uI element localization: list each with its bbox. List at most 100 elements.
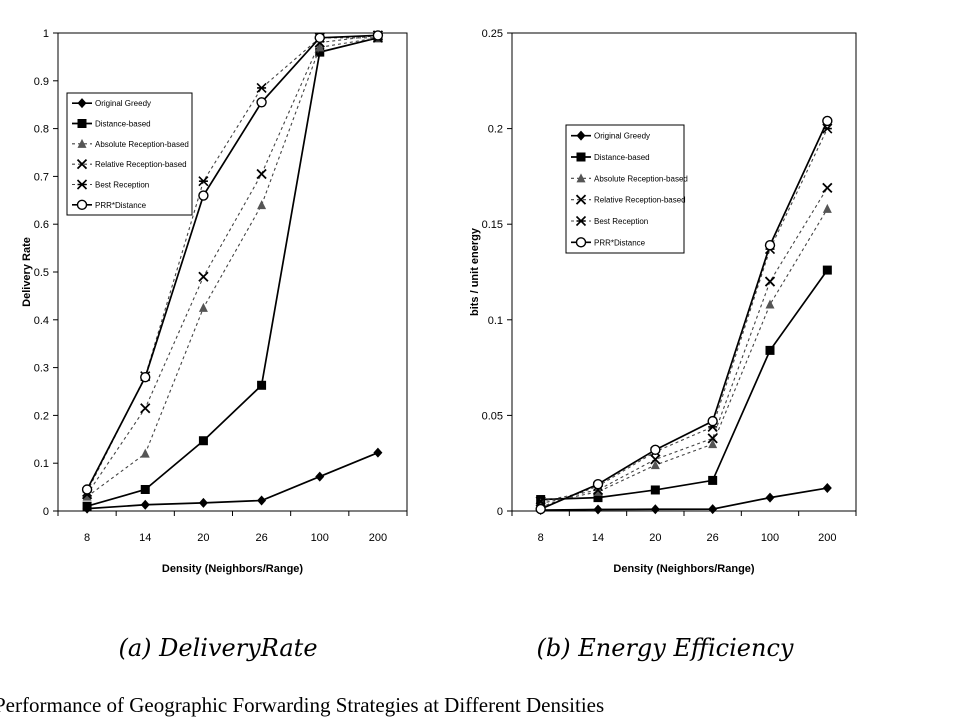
figure-caption: Performance of Geographic Forwarding Str…: [0, 693, 604, 717]
y-tick-label: 0.25: [482, 28, 503, 40]
data-point: [708, 504, 718, 515]
series-prr-distance: [535, 115, 833, 515]
legend-marker: [77, 98, 87, 109]
data-point: [140, 403, 151, 414]
data-point: [765, 492, 775, 503]
series-line: [86, 34, 378, 495]
x-tick-label: 26: [255, 532, 267, 544]
y-tick-label: 0.1: [34, 458, 49, 470]
legend-label: Relative Reception-based: [95, 160, 187, 169]
data-point: [140, 484, 150, 494]
legend-marker: [575, 194, 587, 205]
data-point: [593, 493, 603, 503]
y-tick-label: 0.4: [34, 315, 49, 327]
series-line: [87, 451, 379, 510]
data-point: [708, 439, 718, 449]
data-point: [708, 475, 718, 485]
data-point: [198, 176, 209, 187]
legend: Original Greedy Distance-based Absolute Re…: [66, 92, 193, 216]
data-point: [81, 484, 93, 495]
y-tick-label: 0.9: [34, 76, 49, 88]
x-tick-label: 14: [592, 532, 604, 544]
subcaption-delivery-rate: (a) DeliveryRate: [118, 634, 317, 662]
series-line: [86, 37, 379, 498]
data-point: [822, 115, 833, 127]
series-line: [540, 487, 828, 511]
series-original-greedy: [82, 447, 383, 514]
series-line: [86, 36, 379, 508]
y-tick-label: 0.05: [482, 410, 503, 422]
subcaption-energy-efficiency: (b) Energy Efficiency: [537, 634, 794, 662]
x-tick-label: 20: [197, 532, 209, 544]
x-tick-label: 200: [369, 532, 387, 544]
legend-marker: [77, 119, 87, 128]
x-tick-label: 26: [707, 532, 719, 544]
data-point: [765, 345, 775, 355]
x-tick-label: 100: [311, 532, 329, 544]
data-point: [650, 504, 660, 515]
legend-label: Best Reception: [594, 217, 648, 226]
legend-label: Relative Reception-based: [594, 196, 686, 205]
legend-marker: [575, 237, 587, 248]
data-point: [535, 503, 546, 515]
legend-label: Absolute Reception-based: [594, 174, 688, 183]
data-point: [198, 190, 209, 201]
delivery-rate-chart: 0 0.1 0.2 0.3 0.4 0.5 0.6 0.7 0.8 0.9 1 8 14 20 26 100 2…: [21, 28, 408, 575]
x-axis-title: Density (Neighbors/Range): [162, 563, 304, 575]
legend-marker: [77, 138, 87, 148]
y-tick-label: 0.5: [34, 267, 49, 279]
data-point: [650, 444, 661, 456]
plot-area-frame: [511, 32, 857, 512]
data-point: [764, 240, 776, 251]
x-tick-label: 20: [649, 532, 661, 544]
data-point: [372, 30, 384, 41]
data-point: [822, 265, 832, 275]
legend-marker: [576, 130, 586, 141]
y-tick-label: 0.3: [34, 363, 49, 375]
y-tick-label: 0.6: [34, 219, 49, 231]
data-point: [822, 182, 833, 194]
series-line: [540, 208, 828, 504]
series-line: [540, 120, 829, 510]
x-tick-label: 14: [139, 532, 151, 544]
legend-label: Distance-based: [95, 120, 151, 129]
data-point: [593, 504, 603, 515]
y-tick-label: 0.1: [488, 315, 503, 327]
data-point: [650, 460, 660, 470]
legend-label: PRR*Distance: [594, 238, 646, 247]
legend-box: [66, 92, 193, 216]
x-axis-title: Density (Neighbors/Range): [613, 563, 755, 575]
series-line: [540, 187, 828, 502]
data-point: [707, 415, 718, 427]
legend-label: Original Greedy: [95, 99, 151, 108]
data-point: [650, 454, 661, 465]
data-point: [315, 47, 325, 57]
series-line: [540, 269, 829, 501]
data-point: [256, 82, 267, 94]
y-tick-label: 0.7: [34, 171, 49, 183]
data-point: [198, 436, 208, 446]
legend-label: Absolute Reception-based: [95, 140, 189, 149]
data-point: [198, 497, 208, 508]
series-prr-distance: [81, 30, 384, 495]
y-tick-label: 1: [43, 28, 49, 40]
data-point: [82, 501, 92, 511]
data-point: [140, 371, 151, 383]
y-tick-label: 0.2: [488, 124, 503, 136]
x-tick-label: 8: [84, 532, 90, 544]
legend-marker: [76, 159, 88, 170]
series-line: [540, 128, 828, 508]
y-tick-label: 0.15: [482, 219, 503, 231]
data-point: [593, 486, 603, 496]
data-point: [315, 471, 325, 482]
y-tick-label: 0: [43, 506, 49, 518]
data-point: [256, 168, 267, 180]
y-tick-label: 0.2: [34, 410, 49, 422]
data-point: [822, 483, 832, 494]
data-point: [82, 491, 92, 501]
data-point: [592, 479, 604, 490]
data-point: [822, 203, 832, 213]
legend-label: Original Greedy: [594, 132, 650, 141]
y-axis-title: bits / unit energy: [469, 227, 481, 316]
